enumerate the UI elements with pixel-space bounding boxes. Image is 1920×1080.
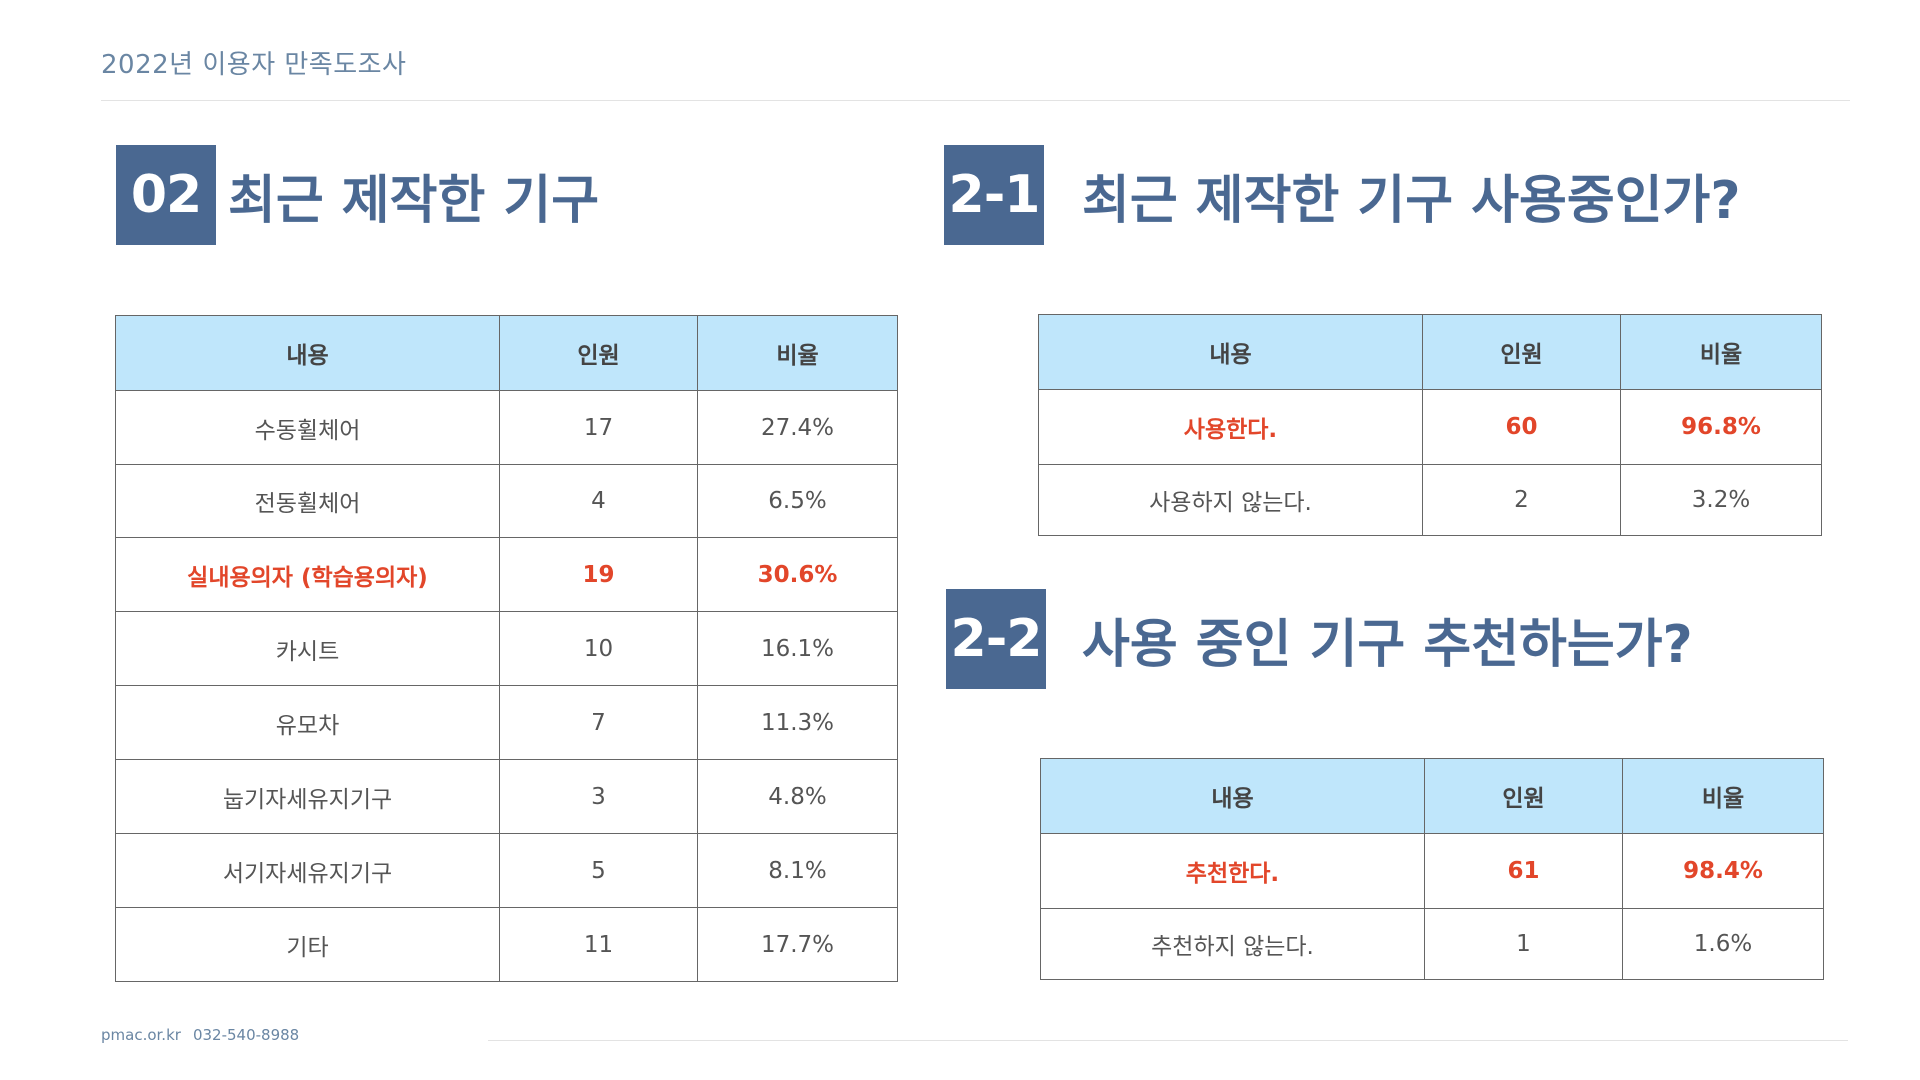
row-label: 수동휠체어 bbox=[115, 390, 500, 465]
column-header-content: 내용 bbox=[1040, 758, 1425, 834]
device-usage-table: 내용 인원 비율 사용한다. 60 96.8% 사용하지 않는다. 2 3.2% bbox=[1038, 314, 1822, 536]
row-ratio: 30.6% bbox=[697, 537, 898, 612]
row-count: 1 bbox=[1424, 908, 1623, 980]
section-title: 사용 중인 기구 추천하는가? bbox=[1082, 614, 1693, 675]
footer-contact: pmac.or.kr 032-540-8988 bbox=[101, 1026, 299, 1044]
section-2-1-heading: 2-1 최근 제작한 기구 사용중인가? bbox=[944, 145, 1741, 245]
row-label: 전동휠체어 bbox=[115, 464, 500, 538]
row-ratio: 98.4% bbox=[1622, 833, 1824, 909]
row-label: 실내용의자 (학습용의자) bbox=[115, 537, 500, 612]
row-ratio: 4.8% bbox=[697, 759, 898, 834]
footer-phone: 032-540-8988 bbox=[192, 1026, 300, 1044]
recent-devices-table: 내용 인원 비율 수동휠체어 17 27.4% 전동휠체어 4 6.5% 실내용… bbox=[115, 315, 898, 982]
row-ratio: 96.8% bbox=[1620, 389, 1822, 465]
table-header-row: 내용 인원 비율 bbox=[1038, 314, 1822, 390]
row-count: 4 bbox=[499, 464, 698, 538]
row-count: 61 bbox=[1424, 833, 1623, 909]
table-row: 서기자세유지기구 5 8.1% bbox=[115, 833, 898, 908]
section-2-2-heading: 2-2 사용 중인 기구 추천하는가? bbox=[946, 589, 1693, 689]
row-count: 10 bbox=[499, 611, 698, 686]
column-header-content: 내용 bbox=[1038, 314, 1423, 390]
section-02-heading: 02 최근 제작한 기구 bbox=[116, 145, 599, 245]
table-header-row: 내용 인원 비율 bbox=[115, 315, 898, 391]
row-count: 11 bbox=[499, 907, 698, 982]
row-label: 눕기자세유지기구 bbox=[115, 759, 500, 834]
column-header-count: 인원 bbox=[499, 315, 698, 391]
table-row-highlighted: 추천한다. 61 98.4% bbox=[1040, 833, 1824, 909]
row-ratio: 27.4% bbox=[697, 390, 898, 465]
table-row: 추천하지 않는다. 1 1.6% bbox=[1040, 908, 1824, 980]
row-label: 서기자세유지기구 bbox=[115, 833, 500, 908]
row-label: 기타 bbox=[115, 907, 500, 982]
row-label: 추천한다. bbox=[1040, 833, 1425, 909]
column-header-ratio: 비율 bbox=[1620, 314, 1822, 390]
table-row: 기타 11 17.7% bbox=[115, 907, 898, 982]
section-title: 최근 제작한 기구 bbox=[228, 170, 600, 231]
section-number: 02 bbox=[116, 145, 216, 245]
row-count: 3 bbox=[499, 759, 698, 834]
top-divider bbox=[101, 100, 1850, 101]
table-row-highlighted: 사용한다. 60 96.8% bbox=[1038, 389, 1822, 465]
row-count: 17 bbox=[499, 390, 698, 465]
document-title: 2022년 이용자 만족도조사 bbox=[101, 50, 407, 80]
row-count: 60 bbox=[1422, 389, 1621, 465]
table-row: 눕기자세유지기구 3 4.8% bbox=[115, 759, 898, 834]
table-row: 카시트 10 16.1% bbox=[115, 611, 898, 686]
row-label: 카시트 bbox=[115, 611, 500, 686]
column-header-ratio: 비율 bbox=[1622, 758, 1824, 834]
row-ratio: 17.7% bbox=[697, 907, 898, 982]
section-number: 2-2 bbox=[946, 589, 1046, 689]
row-label: 사용하지 않는다. bbox=[1038, 464, 1423, 536]
row-count: 7 bbox=[499, 685, 698, 760]
table-header-row: 내용 인원 비율 bbox=[1040, 758, 1824, 834]
device-recommend-table: 내용 인원 비율 추천한다. 61 98.4% 추천하지 않는다. 1 1.6% bbox=[1040, 758, 1824, 980]
column-header-count: 인원 bbox=[1424, 758, 1623, 834]
column-header-content: 내용 bbox=[115, 315, 500, 391]
table-row: 전동휠체어 4 6.5% bbox=[115, 464, 898, 538]
row-ratio: 1.6% bbox=[1622, 908, 1824, 980]
row-ratio: 11.3% bbox=[697, 685, 898, 760]
section-number: 2-1 bbox=[944, 145, 1044, 245]
row-count: 2 bbox=[1422, 464, 1621, 536]
row-count: 19 bbox=[499, 537, 698, 612]
row-ratio: 6.5% bbox=[697, 464, 898, 538]
row-label: 유모차 bbox=[115, 685, 500, 760]
row-label: 추천하지 않는다. bbox=[1040, 908, 1425, 980]
bottom-divider bbox=[488, 1040, 1848, 1041]
table-row: 사용하지 않는다. 2 3.2% bbox=[1038, 464, 1822, 536]
column-header-ratio: 비율 bbox=[697, 315, 898, 391]
row-label: 사용한다. bbox=[1038, 389, 1423, 465]
table-row-highlighted: 실내용의자 (학습용의자) 19 30.6% bbox=[115, 537, 898, 612]
column-header-count: 인원 bbox=[1422, 314, 1621, 390]
footer-website-link[interactable]: pmac.or.kr bbox=[101, 1026, 181, 1044]
table-row: 수동휠체어 17 27.4% bbox=[115, 390, 898, 465]
row-count: 5 bbox=[499, 833, 698, 908]
row-ratio: 8.1% bbox=[697, 833, 898, 908]
section-title: 최근 제작한 기구 사용중인가? bbox=[1082, 170, 1741, 231]
row-ratio: 16.1% bbox=[697, 611, 898, 686]
row-ratio: 3.2% bbox=[1620, 464, 1822, 536]
table-row: 유모차 7 11.3% bbox=[115, 685, 898, 760]
